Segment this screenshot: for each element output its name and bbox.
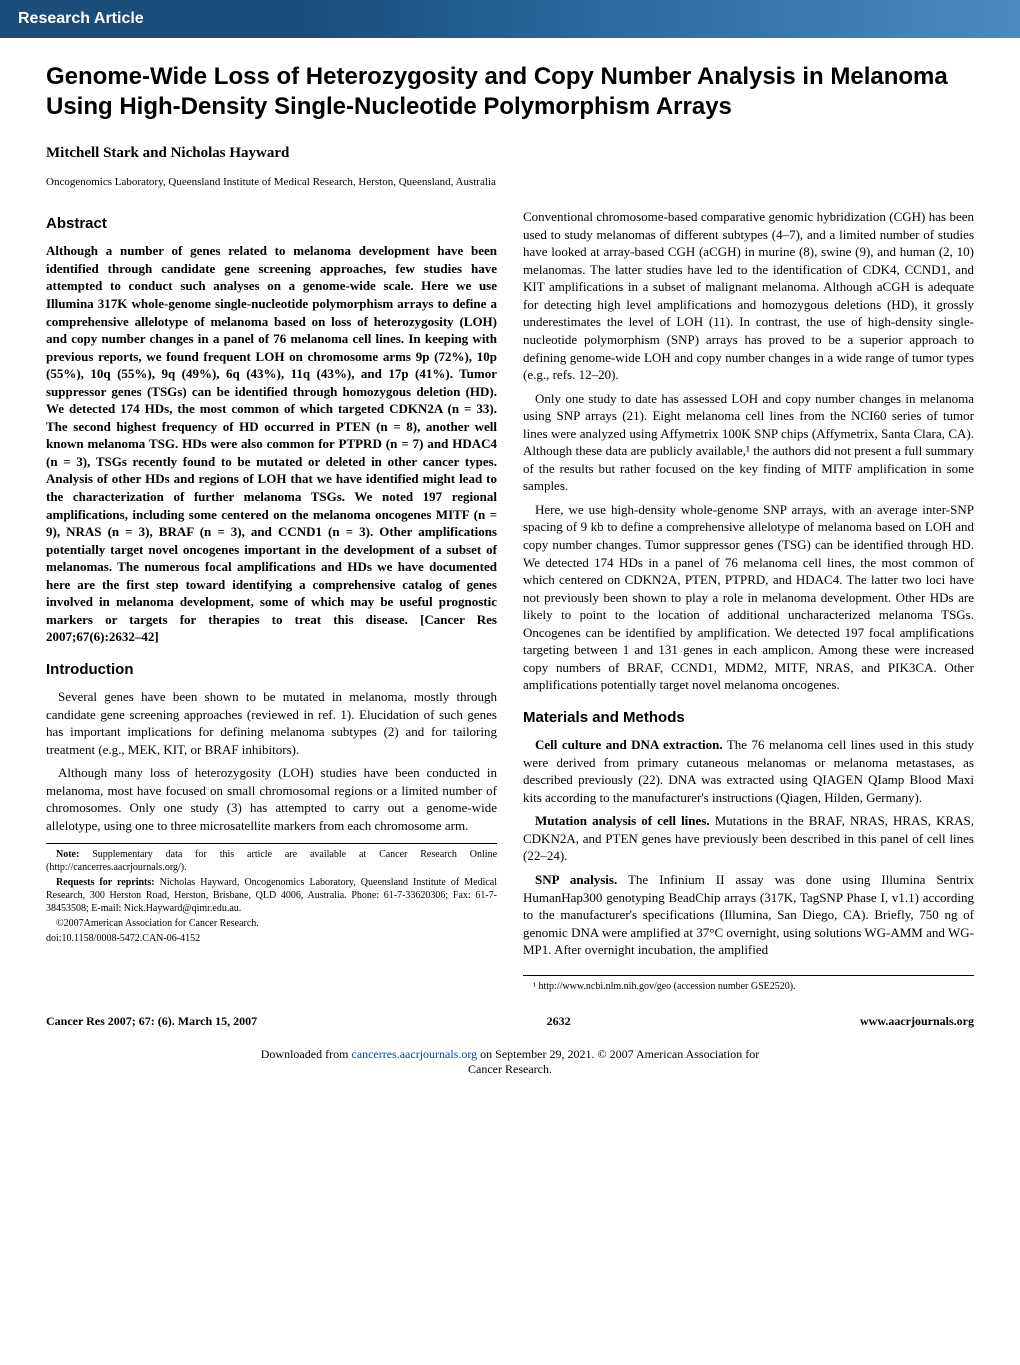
body-paragraph: Only one study to date has assessed LOH …: [523, 390, 974, 495]
introduction-heading: Introduction: [46, 660, 497, 680]
page-content: Genome-Wide Loss of Heterozygosity and C…: [0, 62, 1020, 995]
right-column: Conventional chromosome-based comparativ…: [523, 208, 974, 995]
intro-paragraph: Several genes have been shown to be muta…: [46, 688, 497, 758]
footnote-divider: [523, 975, 974, 976]
methods-paragraph: Mutation analysis of cell lines. Mutatio…: [523, 812, 974, 865]
methods-lead: Cell culture and DNA extraction.: [535, 737, 723, 752]
article-title: Genome-Wide Loss of Heterozygosity and C…: [46, 62, 974, 123]
category-header-bar: Research Article: [0, 0, 1020, 38]
footer-right: www.aacrjournals.org: [860, 1013, 974, 1029]
body-paragraph: Here, we use high-density whole-genome S…: [523, 501, 974, 694]
methods-heading: Materials and Methods: [523, 708, 974, 728]
left-footnotes: Note: Supplementary data for this articl…: [46, 848, 497, 945]
footnote-doi: doi:10.1158/0008-5472.CAN-06-4152: [46, 932, 497, 945]
abstract-text: Although a number of genes related to me…: [46, 242, 497, 646]
footnote-copyright: ©2007American Association for Cancer Res…: [46, 917, 497, 930]
download-line2: Cancer Research.: [468, 1062, 552, 1076]
footnote-url: ¹ http://www.ncbi.nlm.nih.gov/geo (acces…: [523, 980, 974, 993]
methods-lead: Mutation analysis of cell lines.: [535, 813, 710, 828]
footnote-divider: [46, 843, 497, 844]
body-paragraph: Conventional chromosome-based comparativ…: [523, 208, 974, 383]
category-label: Research Article: [18, 10, 144, 27]
footnote-reprints: Requests for reprints: Nicholas Hayward,…: [46, 876, 497, 915]
methods-paragraph: SNP analysis. The Infinium II assay was …: [523, 871, 974, 959]
authors: Mitchell Stark and Nicholas Hayward: [46, 143, 974, 163]
footnote-note: Note: Supplementary data for this articl…: [46, 848, 497, 874]
intro-paragraph: Although many loss of heterozygosity (LO…: [46, 764, 497, 834]
footnote-note-text: Supplementary data for this article are …: [46, 849, 497, 873]
footer-page-number: 2632: [547, 1013, 571, 1029]
footer-left: Cancer Res 2007; 67: (6). March 15, 2007: [46, 1013, 257, 1029]
download-post: on September 29, 2021. © 2007 American A…: [477, 1047, 759, 1061]
two-column-layout: Abstract Although a number of genes rela…: [46, 208, 974, 995]
left-column: Abstract Although a number of genes rela…: [46, 208, 497, 995]
methods-paragraph: Cell culture and DNA extraction. The 76 …: [523, 736, 974, 806]
download-pre: Downloaded from: [261, 1047, 352, 1061]
abstract-heading: Abstract: [46, 214, 497, 234]
affiliation: Oncogenomics Laboratory, Queensland Inst…: [46, 175, 974, 190]
right-footnotes: ¹ http://www.ncbi.nlm.nih.gov/geo (acces…: [523, 980, 974, 993]
methods-lead: SNP analysis.: [535, 872, 617, 887]
page-footer: Cancer Res 2007; 67: (6). March 15, 2007…: [0, 1007, 1020, 1029]
download-notice: Downloaded from cancerres.aacrjournals.o…: [0, 1047, 1020, 1078]
download-link[interactable]: cancerres.aacrjournals.org: [351, 1047, 477, 1061]
